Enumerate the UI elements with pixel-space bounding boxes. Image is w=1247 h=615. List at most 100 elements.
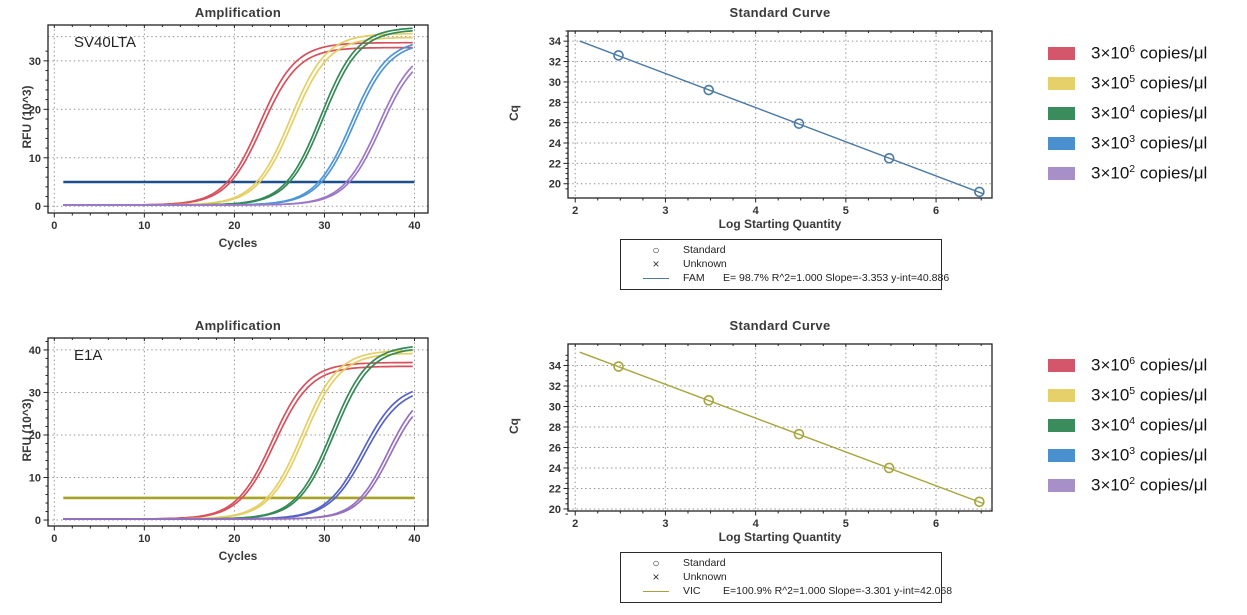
svg-text:10: 10	[29, 473, 41, 485]
svg-text:20: 20	[549, 179, 561, 191]
svg-text:6: 6	[933, 518, 939, 527]
standard-curve-panel-vic: Cq Standard Curve 2 3 4 5 6 20 22 24 26 28 30 32 34 …	[502, 315, 1002, 615]
gridlines	[568, 31, 992, 198]
legend-label: 3×106 copies/μl	[1091, 354, 1208, 375]
svg-text:32: 32	[549, 57, 561, 69]
svg-text:20: 20	[228, 220, 240, 232]
standard-curve-plot-area: 2 3 4 5 6 20 22 24 26 28 30 32 34	[502, 315, 1002, 532]
amplification-curves	[63, 27, 414, 206]
axis-ticks	[563, 30, 982, 203]
standard-marker-icon: ○	[652, 556, 660, 570]
amplification-plot-area: 0 10 20 30 40 0 10 20 30 40	[6, 315, 442, 582]
stats-row-standard: ○ Standard	[629, 243, 933, 257]
legend-color-swatch	[1048, 106, 1075, 120]
legend-color-swatch	[1048, 418, 1075, 432]
svg-text:32: 32	[549, 381, 561, 393]
standard-label: Standard	[683, 557, 726, 569]
svg-text:30: 30	[549, 77, 561, 89]
curve-3-10-3-copies-l	[63, 390, 414, 520]
amplification-plot-area: 0 10 20 30 40 0 10 20 30	[6, 2, 442, 269]
legend-item: 3×105 copies/μl	[1048, 68, 1247, 98]
plot-border	[567, 343, 993, 512]
curve-3-10-4-copies-l	[63, 29, 413, 206]
svg-text:24: 24	[549, 463, 562, 475]
legend-color-swatch	[1048, 76, 1075, 90]
fluorophore-label: VIC	[683, 585, 701, 597]
amplification-panel-e1a: RFU (10^3) Amplification E1A 0 10 20 30 40 0 1…	[6, 315, 442, 577]
legend-label: 3×104 copies/μl	[1091, 102, 1208, 123]
svg-text:4: 4	[753, 518, 760, 527]
stats-box-vic: ○ Standard × Unknown VIC E=100.9% R^2=1.…	[620, 552, 952, 603]
standard-point	[883, 462, 895, 474]
svg-text:10: 10	[29, 153, 41, 165]
amplification-curves	[63, 346, 414, 520]
svg-text:6: 6	[933, 205, 939, 214]
standard-point	[703, 395, 715, 406]
svg-text:0: 0	[35, 201, 41, 213]
curve-3-10-5-copies-l	[63, 32, 413, 206]
standard-points	[613, 50, 985, 198]
standard-curve-plot-area: 2 3 4 5 6 20 22 24 26 28 30 32 34	[502, 2, 1002, 219]
svg-text:3: 3	[662, 518, 668, 527]
regression-line	[579, 351, 984, 505]
stats-row-fit: FAM E= 98.7% R^2=1.000 Slope=-3.353 y-in…	[629, 271, 949, 285]
legend-color-swatch	[1048, 136, 1075, 150]
standard-point	[883, 152, 895, 164]
x-axis-label: Cycles	[218, 549, 258, 563]
standard-point	[703, 84, 715, 96]
plot-border	[47, 337, 429, 527]
curve-3-10-4-copies-l	[63, 27, 413, 206]
concentration-legend-bottom: 3×106 copies/μl 3×105 copies/μl 3×104 co…	[1048, 350, 1247, 500]
tick-labels: 0 10 20 30 40 0 10 20 30 40	[29, 345, 421, 545]
curve-3-10-5-copies-l	[63, 352, 413, 520]
svg-text:22: 22	[549, 483, 561, 495]
legend-item: 3×102 copies/μl	[1048, 158, 1247, 188]
svg-text:20: 20	[29, 430, 41, 442]
gridlines	[48, 25, 428, 213]
unknown-label: Unknown	[683, 258, 727, 270]
curve-3-10-6-copies-l	[63, 361, 413, 520]
unknown-marker-icon: ×	[652, 570, 660, 584]
chart-title: Standard Curve	[729, 318, 831, 333]
standard-point	[974, 186, 985, 198]
standard-points	[613, 361, 985, 508]
legend-label: 3×103 copies/μl	[1091, 444, 1208, 465]
curve-3-10-2-copies-l	[63, 409, 414, 520]
legend-color-swatch	[1048, 166, 1075, 180]
legend-color-swatch	[1048, 46, 1075, 60]
curve-3-10-4-copies-l	[63, 346, 413, 520]
standard-point	[793, 118, 805, 129]
svg-text:5: 5	[843, 518, 849, 527]
svg-text:4: 4	[753, 205, 760, 214]
svg-text:2: 2	[572, 518, 578, 527]
legend-item: 3×103 copies/μl	[1048, 440, 1247, 470]
svg-text:34: 34	[549, 361, 562, 373]
svg-text:30: 30	[29, 387, 41, 399]
legend-label: 3×103 copies/μl	[1091, 132, 1208, 153]
curve-3-10-6-copies-l	[63, 365, 413, 520]
tick-labels: 0 10 20 30 40 0 10 20 30	[29, 56, 421, 232]
svg-text:30: 30	[29, 56, 41, 68]
svg-text:24: 24	[549, 138, 562, 150]
svg-text:10: 10	[138, 533, 150, 545]
svg-text:30: 30	[318, 533, 330, 545]
gridlines	[48, 338, 428, 526]
svg-text:0: 0	[51, 220, 57, 232]
svg-text:40: 40	[29, 345, 41, 357]
fit-line-icon	[629, 584, 683, 598]
x-axis-label: Log Starting Quantity	[718, 217, 842, 231]
plot-border	[47, 24, 429, 214]
legend-item: 3×104 copies/μl	[1048, 410, 1247, 440]
svg-text:10: 10	[138, 220, 150, 232]
legend-label: 3×102 copies/μl	[1091, 162, 1208, 183]
legend-item: 3×105 copies/μl	[1048, 380, 1247, 410]
x-axis-label: Log Starting Quantity	[718, 530, 842, 544]
curve-3-10-2-copies-l	[63, 415, 414, 520]
stats-box-fam: ○ Standard × Unknown FAM E= 98.7% R^2=1.…	[620, 239, 949, 290]
svg-text:28: 28	[549, 422, 561, 434]
legend-color-swatch	[1048, 388, 1075, 402]
svg-text:20: 20	[228, 533, 240, 545]
